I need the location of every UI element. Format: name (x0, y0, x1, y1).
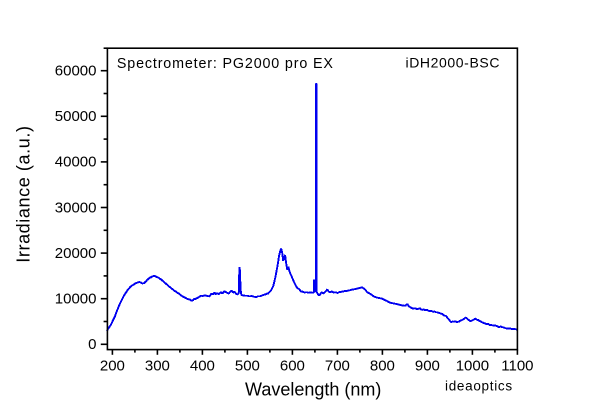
svg-text:300: 300 (145, 357, 170, 374)
svg-text:900: 900 (415, 357, 440, 374)
svg-text:0: 0 (88, 336, 96, 353)
svg-text:Irradiance (a.u.): Irradiance (a.u.) (13, 125, 33, 262)
svg-text:500: 500 (235, 357, 260, 374)
svg-text:20000: 20000 (55, 245, 97, 262)
svg-text:50000: 50000 (55, 108, 97, 125)
svg-text:200: 200 (100, 357, 125, 374)
svg-text:Spectrometer: PG2000 pro EX: Spectrometer: PG2000 pro EX (117, 56, 334, 72)
svg-text:400: 400 (190, 357, 215, 374)
svg-text:30000: 30000 (55, 199, 97, 216)
svg-text:10000: 10000 (55, 291, 97, 308)
svg-text:700: 700 (325, 357, 350, 374)
svg-text:600: 600 (280, 357, 305, 374)
svg-text:40000: 40000 (55, 154, 97, 171)
svg-text:60000: 60000 (55, 63, 97, 80)
svg-text:Wavelength (nm): Wavelength (nm) (245, 380, 381, 400)
svg-text:ideaoptics: ideaoptics (445, 379, 513, 394)
svg-text:1100: 1100 (501, 357, 533, 374)
svg-text:800: 800 (370, 357, 395, 374)
svg-text:iDH2000-BSC: iDH2000-BSC (406, 55, 501, 71)
svg-text:1000: 1000 (456, 357, 489, 374)
